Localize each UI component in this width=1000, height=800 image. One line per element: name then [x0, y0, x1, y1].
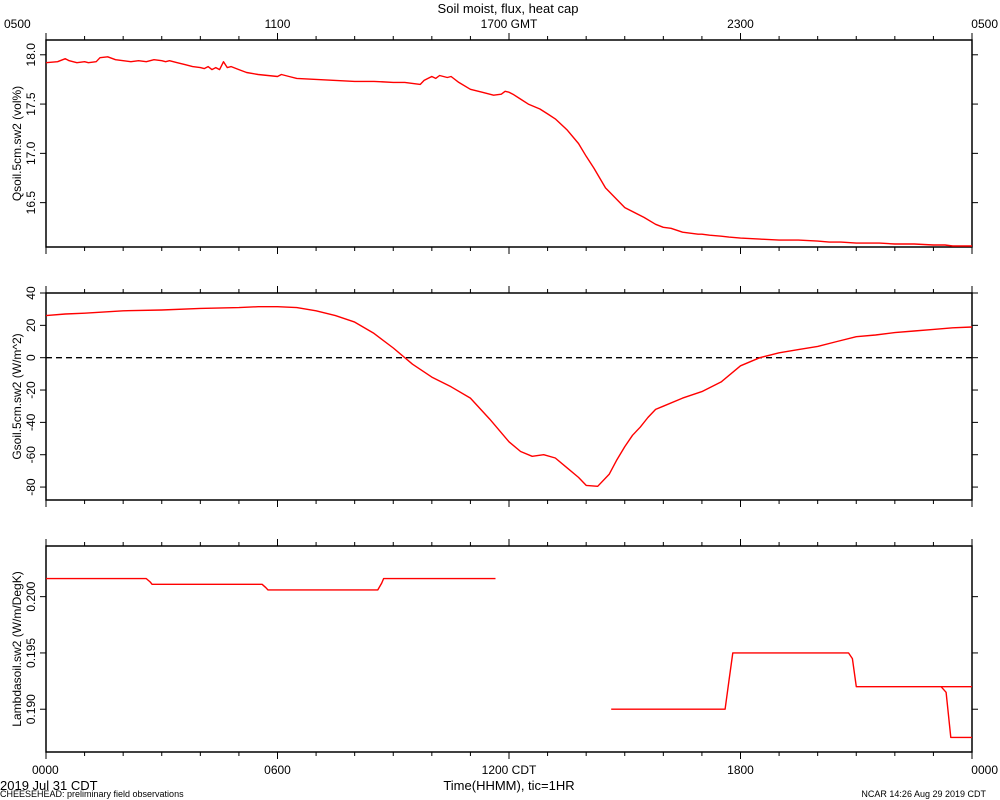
top-axis-tick-label: 0500 [4, 17, 31, 31]
y-tick-label: 40 [24, 286, 38, 300]
bottom-axis-tick-label: 1200 CDT [482, 763, 537, 777]
y-tick-label: 0.190 [24, 694, 38, 724]
y-tick-label: 17.0 [24, 141, 38, 165]
series-line [611, 652, 972, 710]
y-tick-label: -20 [24, 381, 38, 399]
footer-project: CHEESEHEAD: preliminary field observatio… [0, 789, 184, 799]
bottom-time-axis-labels: 0000 0600 1200 CDT 1800 0000 [32, 763, 998, 777]
y-tick-label: 16.5 [24, 191, 38, 215]
bottom-axis-tick-label: 1800 [727, 763, 754, 777]
y-tick-label: 18.0 [24, 43, 38, 67]
bottom-axis-tick-label: 0000 [32, 763, 59, 777]
chart-title: Soil moist, flux, heat cap [437, 1, 579, 16]
series-line [46, 577, 496, 591]
series-line [940, 686, 972, 739]
y-tick-label: -60 [24, 446, 38, 464]
top-axis-tick-label: 0500 [971, 17, 998, 31]
top-axis-tick-label: 1700 GMT [481, 17, 538, 31]
y-tick-label: 20 [24, 318, 38, 332]
y-tick-label: 0 [24, 354, 38, 361]
top-axis-tick-label: 2300 [727, 17, 754, 31]
top-time-axis-labels: 0500 1100 1700 GMT 2300 0500 [4, 17, 998, 31]
y-axis-label: Lambdasoil.sw2 (W/m/DegK) [10, 571, 24, 726]
footer-date: 2019 Jul 31 CDT [0, 778, 98, 793]
y-tick-label: 0.195 [24, 638, 38, 668]
plot-frame [45, 39, 973, 248]
x-axis-label: Time(HHMM), tic=1HR [443, 778, 575, 793]
series-line [45, 306, 973, 487]
y-tick-label: -40 [24, 413, 38, 431]
footer-stamp: NCAR 14:26 Aug 29 2019 CDT [861, 789, 986, 799]
panel-soil-moisture: 16.5 17.0 17.5 18.0 Qsoil.5cm.sw2 (vol%) [10, 33, 978, 254]
top-axis-tick-label: 1100 [265, 17, 291, 31]
y-tick-label: 17.5 [24, 92, 38, 116]
y-axis-label: Qsoil.5cm.sw2 (vol%) [10, 86, 24, 201]
plot-frame [45, 545, 973, 753]
y-tick-label: -80 [24, 478, 38, 496]
series-line [45, 56, 972, 247]
panel-soil-heat-flux: -80 -60 -40 -20 0 20 40 Gsoil.5cm.sw2 (W/m^2) [10, 286, 978, 507]
plot-frame [45, 292, 973, 501]
bottom-axis-tick-label: 0600 [264, 763, 291, 777]
bottom-axis-tick-label: 0000 [971, 763, 998, 777]
y-axis-label: Gsoil.5cm.sw2 (W/m^2) [10, 333, 24, 459]
y-tick-label: 0.200 [24, 581, 38, 611]
